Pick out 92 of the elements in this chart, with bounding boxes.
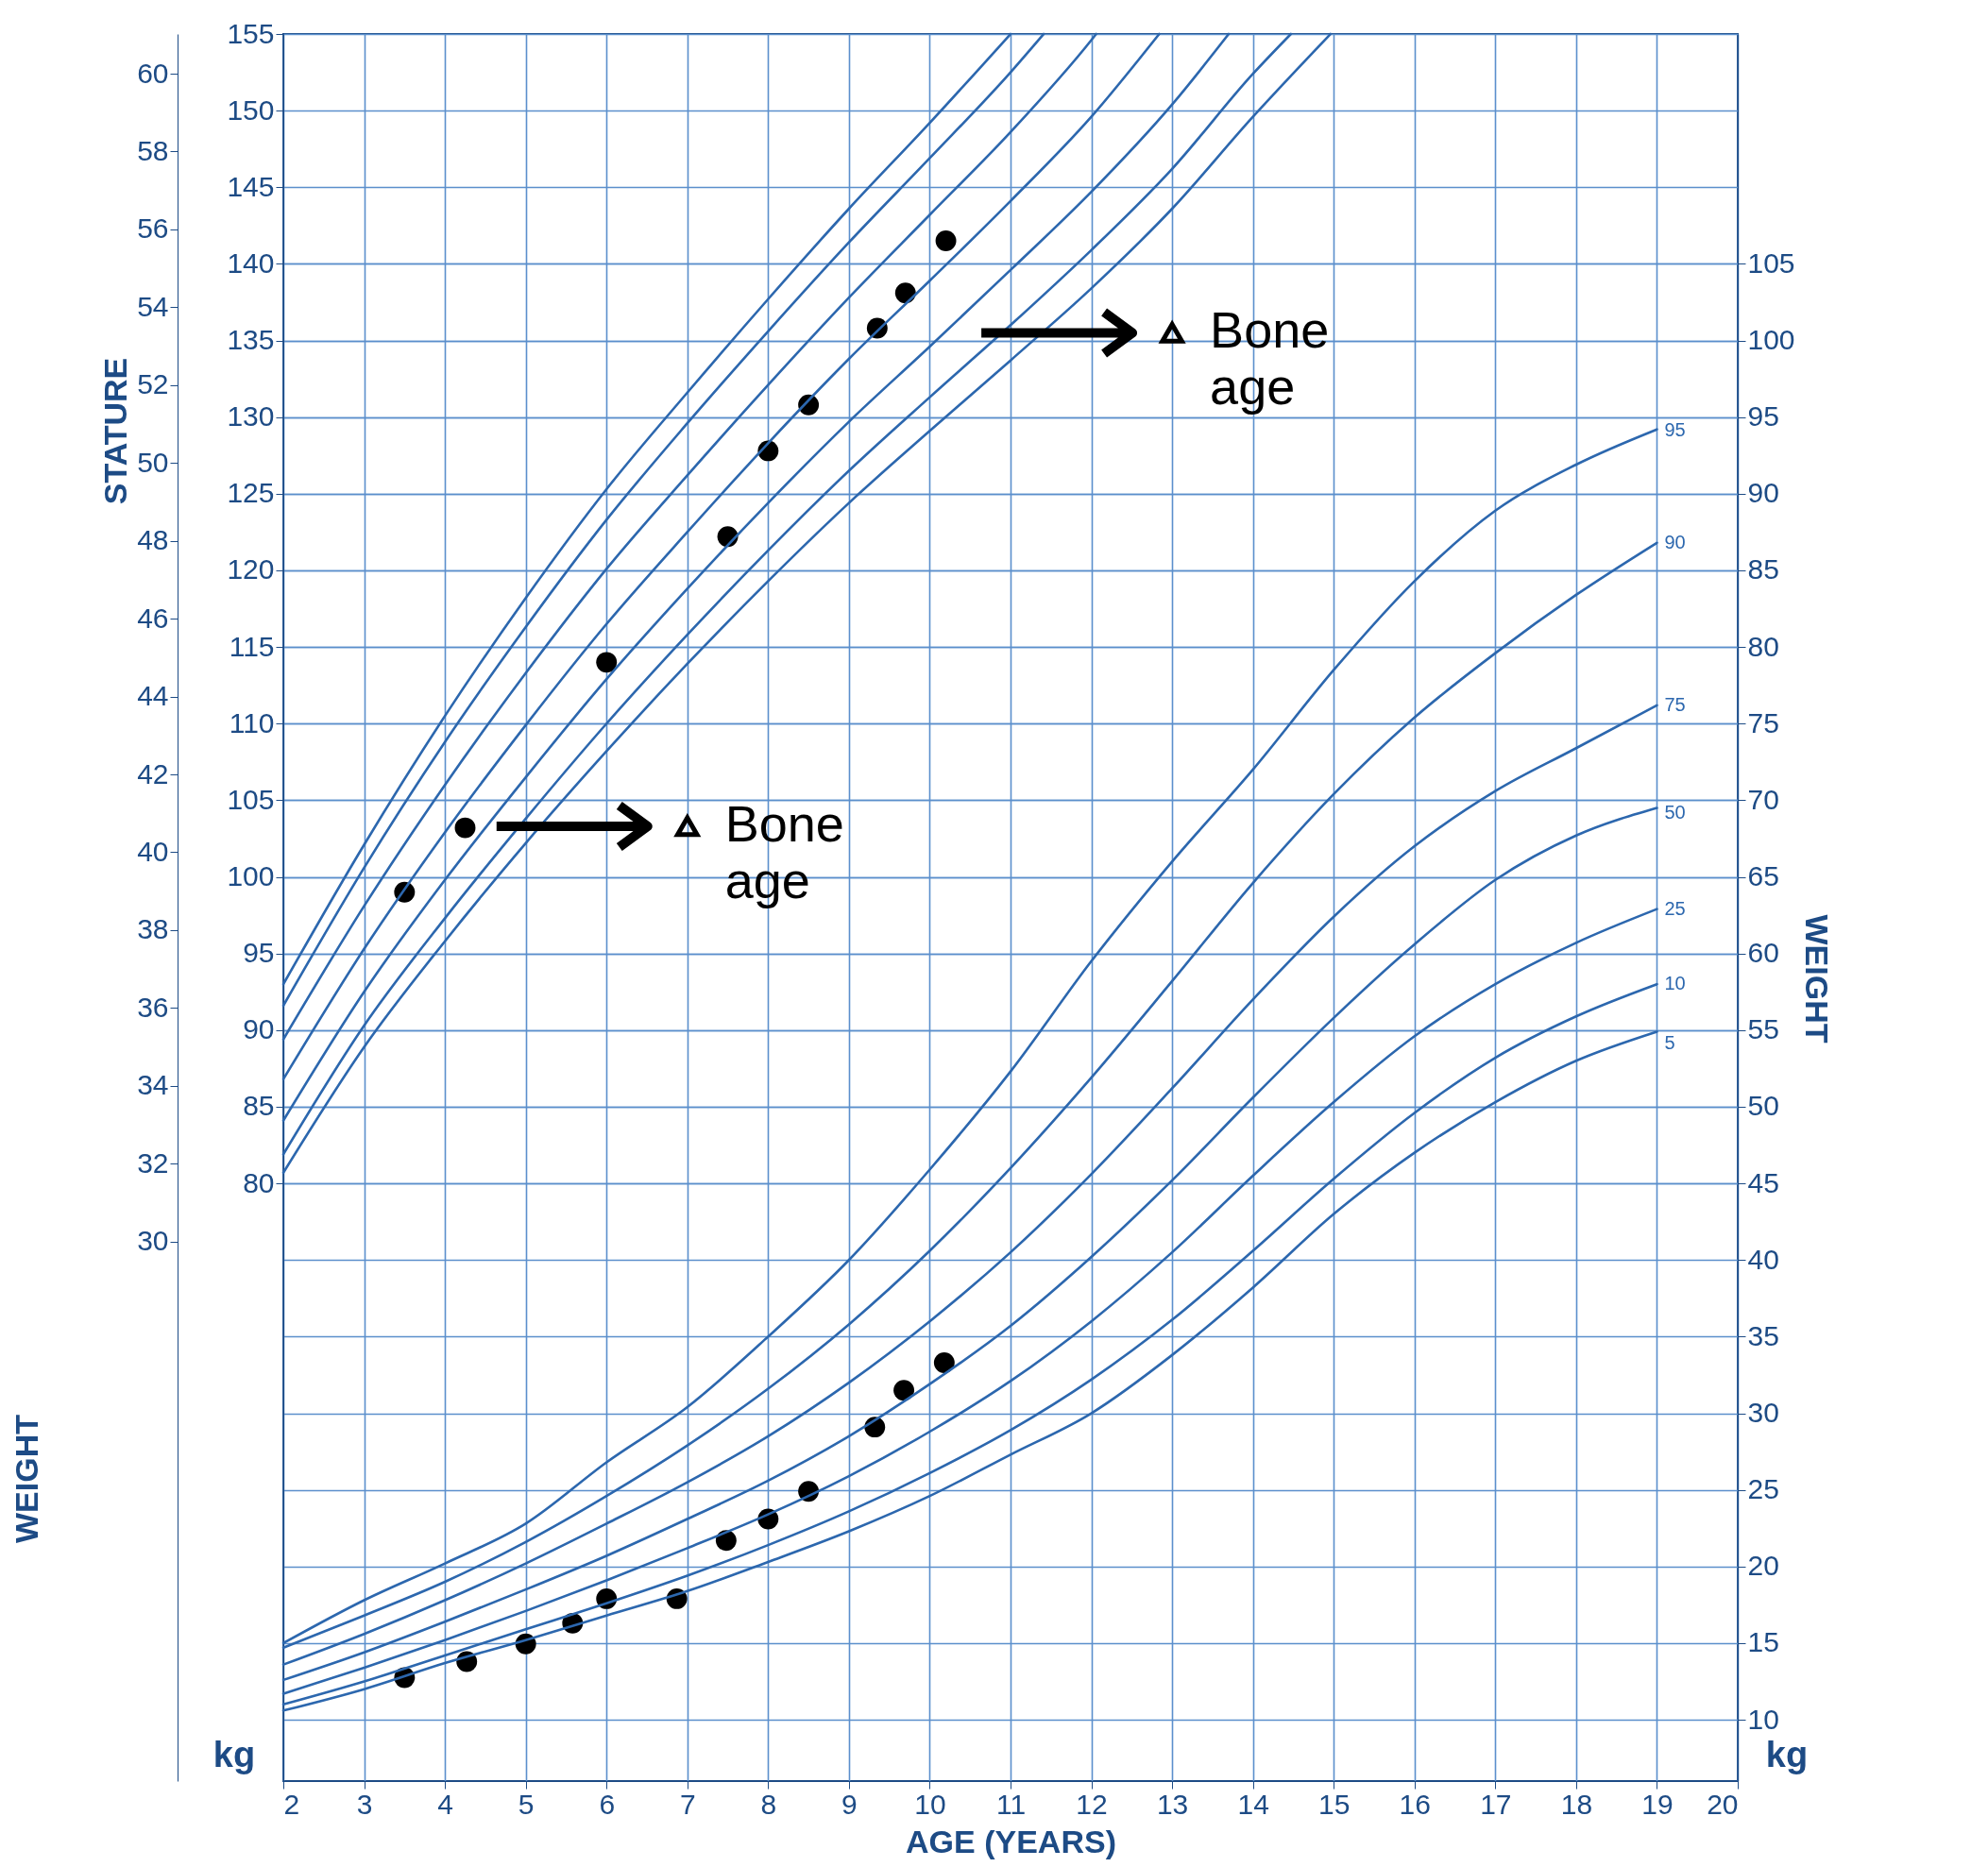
- series-label: 75: [1664, 693, 1686, 715]
- y3-tick-label: 58: [137, 134, 169, 166]
- point: [596, 652, 618, 673]
- point: [454, 817, 476, 839]
- point: [935, 230, 957, 252]
- y-axis-title: STATURE: [97, 357, 134, 505]
- y3-tick-label: 34: [137, 1069, 169, 1101]
- y3-tick-label: 60: [137, 57, 169, 89]
- y3-tick-label: 52: [137, 368, 169, 400]
- y-tick-label: 85: [243, 1090, 275, 1122]
- y2-tick-label: 20: [1747, 1550, 1779, 1582]
- y3-tick-label: 32: [137, 1146, 169, 1179]
- point: [894, 282, 916, 304]
- y2-tick-label: 105: [1747, 246, 1795, 279]
- x-tick-label: 20: [1707, 1788, 1739, 1820]
- x-tick-label: 12: [1076, 1788, 1108, 1820]
- y2-tick-label: 70: [1747, 783, 1779, 815]
- series-label: 10: [1664, 973, 1686, 994]
- y3-tick-label: 54: [137, 290, 169, 322]
- y2-tick-label: 80: [1747, 630, 1779, 662]
- y2-tick-label: 15: [1747, 1626, 1779, 1658]
- x-tick-label: 18: [1560, 1788, 1593, 1820]
- y3-tick-label: 42: [137, 757, 169, 789]
- y-tick-label: 125: [227, 477, 275, 509]
- text: WEIGHT: [8, 1414, 44, 1543]
- y2-tick-label: 65: [1747, 860, 1779, 892]
- text: kg: [212, 1735, 256, 1774]
- y2-tick-label: 45: [1747, 1166, 1779, 1198]
- y-tick-label: 110: [229, 706, 275, 738]
- y3-tick-label: 56: [137, 212, 169, 245]
- y3-tick-label: 36: [137, 991, 169, 1023]
- series-label: 5: [1664, 1031, 1675, 1053]
- text: kg: [1765, 1735, 1809, 1774]
- x-tick-label: 11: [995, 1788, 1027, 1820]
- series-label: 50: [1664, 802, 1686, 823]
- y3-tick-label: 48: [137, 524, 169, 556]
- y2-tick-label: 50: [1747, 1090, 1779, 1122]
- x-tick-label: 19: [1641, 1788, 1674, 1820]
- x-tick-label: 5: [518, 1788, 535, 1820]
- y3-tick-label: 44: [137, 680, 169, 712]
- y2-tick-label: 60: [1747, 937, 1779, 969]
- y-tick-label: 115: [229, 630, 275, 662]
- x-tick-label: 7: [679, 1788, 696, 1820]
- y3-tick-label: 38: [137, 913, 169, 945]
- y-tick-label: 95: [243, 937, 275, 969]
- y2-axis-title: WEIGHT: [1798, 914, 1835, 1044]
- y3-tick-label: 46: [137, 602, 169, 634]
- y-tick-label: 90: [243, 1013, 275, 1045]
- x-tick-label: 15: [1318, 1788, 1351, 1820]
- y-tick-label: 150: [227, 93, 275, 126]
- y2-tick-label: 10: [1747, 1703, 1779, 1735]
- y3-tick-label: 40: [137, 835, 169, 867]
- y-tick-label: 100: [227, 860, 275, 892]
- point: [893, 1380, 915, 1401]
- x-tick-label: 3: [356, 1788, 373, 1820]
- y2-tick-label: 85: [1747, 553, 1779, 586]
- y2-tick-label: 35: [1747, 1319, 1779, 1351]
- y2-tick-label: 95: [1747, 400, 1779, 433]
- x-tick-label: 6: [599, 1788, 616, 1820]
- y3-tick-label: 30: [137, 1225, 169, 1257]
- y2-tick-label: 100: [1747, 324, 1795, 356]
- x-tick-label: 14: [1237, 1788, 1269, 1820]
- y-tick-label: 120: [227, 553, 275, 586]
- y2-tick-label: 75: [1747, 706, 1779, 738]
- y-tick-label: 135: [227, 324, 275, 356]
- series-label: 90: [1664, 531, 1686, 552]
- y3-tick-label: 50: [137, 446, 169, 478]
- x-tick-label: 2: [283, 1788, 300, 1820]
- x-axis-title: AGE (YEARS): [906, 1823, 1116, 1859]
- x-tick-label: 16: [1399, 1788, 1431, 1820]
- x-tick-label: 13: [1156, 1788, 1189, 1820]
- x-tick-label: 17: [1480, 1788, 1512, 1820]
- series-label: 95: [1664, 418, 1686, 440]
- series-label: 25: [1664, 897, 1686, 919]
- x-tick-label: 9: [841, 1788, 858, 1820]
- y2-tick-label: 30: [1747, 1397, 1779, 1429]
- y-tick-label: 140: [227, 246, 275, 279]
- x-tick-label: 8: [760, 1788, 777, 1820]
- y-tick-label: 105: [227, 783, 275, 815]
- y-tick-label: 130: [227, 400, 275, 433]
- y-tick-label: 155: [227, 17, 275, 49]
- x-tick-label: 10: [914, 1788, 946, 1820]
- x-tick-label: 4: [437, 1788, 453, 1820]
- y2-tick-label: 90: [1747, 477, 1779, 509]
- point: [715, 1530, 737, 1552]
- point: [933, 1352, 955, 1373]
- y2-tick-label: 25: [1747, 1473, 1779, 1505]
- y-tick-label: 145: [227, 170, 275, 202]
- y2-tick-label: 40: [1747, 1243, 1779, 1275]
- point: [673, 813, 702, 838]
- y-tick-label: 80: [243, 1166, 275, 1198]
- y2-tick-label: 55: [1747, 1013, 1779, 1045]
